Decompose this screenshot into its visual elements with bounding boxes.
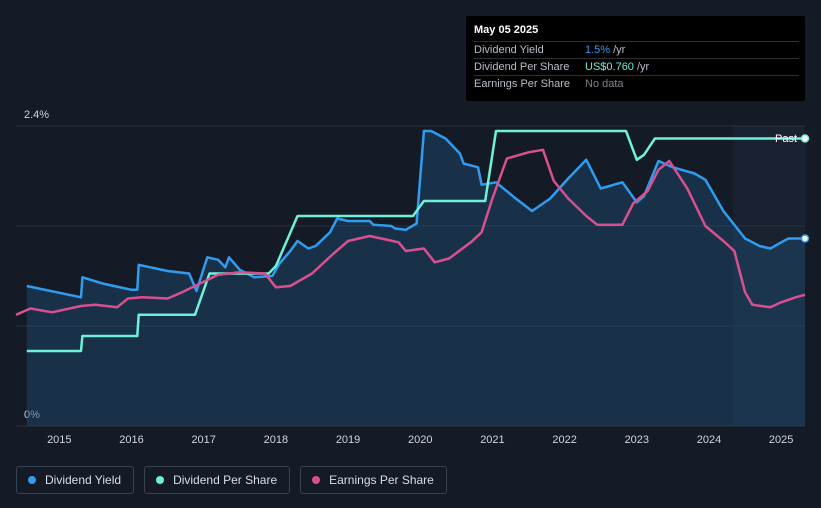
- chart-legend: Dividend Yield Dividend Per Share Earnin…: [16, 466, 447, 494]
- tooltip-value: US$0.760: [585, 61, 634, 73]
- y-tick-label: 2.4%: [24, 109, 49, 121]
- series-line: [26, 129, 805, 353]
- x-tick-label: 2024: [697, 434, 721, 446]
- tooltip-row-earnings-per-share: Earnings Per Share No data: [474, 75, 799, 93]
- tooltip-value: No data: [585, 78, 624, 90]
- past-label: Past: [775, 133, 797, 145]
- tooltip-date: May 05 2025: [474, 24, 539, 36]
- tooltip-unit: /yr: [636, 61, 650, 73]
- series-line: [26, 129, 805, 299]
- x-tick-label: 2016: [119, 434, 143, 446]
- tooltip-label: Dividend Yield: [474, 44, 544, 56]
- series-end-marker: [800, 234, 810, 243]
- series-line: [15, 148, 806, 316]
- x-tick-label: 2017: [191, 434, 215, 446]
- x-tick-label: 2021: [480, 434, 504, 446]
- x-tick-label: 2018: [264, 434, 288, 446]
- tooltip-panel: May 05 2025 Dividend Yield 1.5%/yr Divid…: [466, 16, 805, 101]
- x-tick-label: 2022: [552, 434, 576, 446]
- legend-label: Earnings Per Share: [329, 473, 434, 487]
- x-tick-label: 2023: [625, 434, 649, 446]
- x-tick-label: 2019: [336, 434, 360, 446]
- legend-item-dividend-yield[interactable]: Dividend Yield: [16, 466, 135, 494]
- legend-dot-icon: [156, 476, 165, 484]
- tooltip-row-dividend-per-share: Dividend Per Share US$0.760/yr: [474, 58, 799, 76]
- past-region-shade: [732, 126, 805, 426]
- tooltip-label: Dividend Per Share: [474, 61, 570, 73]
- legend-label: Dividend Per Share: [173, 473, 278, 487]
- x-tick-label: 2015: [47, 434, 71, 446]
- tooltip-unit: /yr: [613, 44, 626, 56]
- legend-dot-icon: [28, 476, 36, 484]
- tooltip-row-dividend-yield: Dividend Yield 1.5%/yr: [474, 41, 799, 59]
- x-tick-label: 2020: [408, 434, 432, 446]
- tooltip-value: 1.5%: [585, 44, 611, 56]
- series-end-marker: [800, 134, 810, 143]
- x-tick-label: 2025: [769, 434, 793, 446]
- legend-item-earnings-per-share[interactable]: Earnings Per Share: [300, 466, 447, 494]
- y-tick-label: 0%: [24, 409, 40, 421]
- legend-item-dividend-per-share[interactable]: Dividend Per Share: [144, 466, 291, 494]
- legend-dot-icon: [312, 476, 321, 484]
- series-area: [26, 131, 806, 426]
- legend-label: Dividend Yield: [45, 473, 122, 487]
- tooltip-label: Earnings Per Share: [474, 78, 570, 90]
